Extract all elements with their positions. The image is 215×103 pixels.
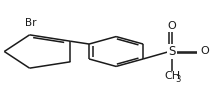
Text: CH: CH (164, 71, 180, 81)
Text: S: S (168, 45, 176, 58)
Text: Br: Br (25, 18, 36, 28)
Text: O: O (200, 46, 209, 57)
Text: 3: 3 (176, 75, 181, 84)
Text: O: O (168, 21, 176, 31)
